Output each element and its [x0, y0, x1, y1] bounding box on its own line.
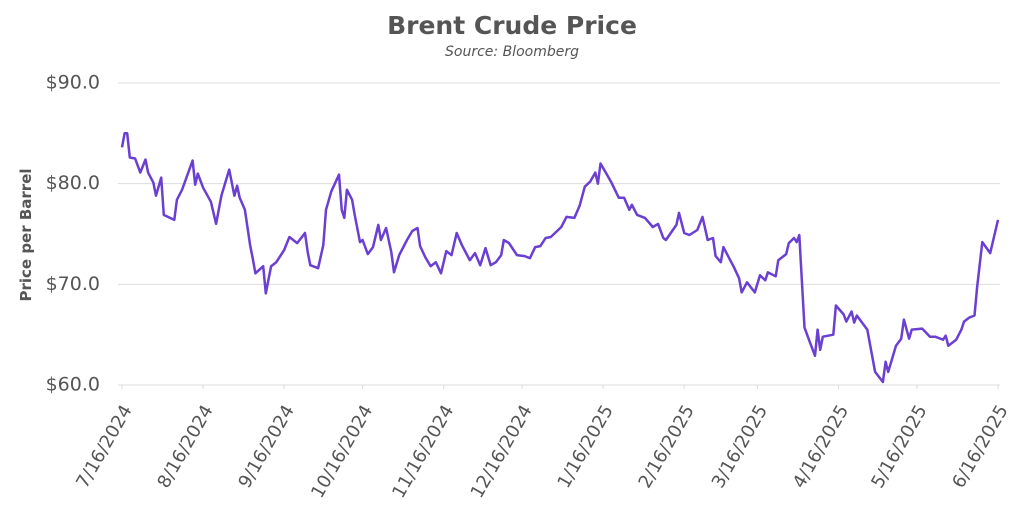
y-tick-label: $70.0 [46, 273, 100, 295]
x-tick-label: 2/16/2025 [635, 402, 699, 492]
y-tick-label: $90.0 [46, 72, 100, 94]
x-tick-label: 9/16/2024 [234, 402, 298, 492]
chart-title: Brent Crude Price [387, 11, 637, 40]
x-tick-label: 6/16/2025 [948, 402, 1012, 492]
y-tick-label: $80.0 [46, 172, 100, 194]
x-tick-label: 1/16/2025 [553, 402, 617, 492]
x-tick-label: 4/16/2025 [789, 402, 853, 492]
x-tick-label: 5/16/2025 [867, 402, 931, 492]
x-tick-label: 7/16/2024 [72, 402, 136, 492]
price-line [120, 132, 1000, 384]
x-tick-label: 3/16/2025 [708, 402, 772, 492]
y-axis-label: Price per Barrel [17, 168, 35, 301]
x-tick-label: 12/16/2024 [467, 402, 537, 502]
x-tick-label: 10/16/2024 [307, 402, 377, 502]
x-tick-label: 8/16/2024 [153, 402, 217, 492]
y-tick-label: $60.0 [46, 374, 100, 396]
chart-subtitle: Source: Bloomberg [445, 44, 579, 60]
x-tick-label: 11/16/2024 [388, 402, 458, 502]
